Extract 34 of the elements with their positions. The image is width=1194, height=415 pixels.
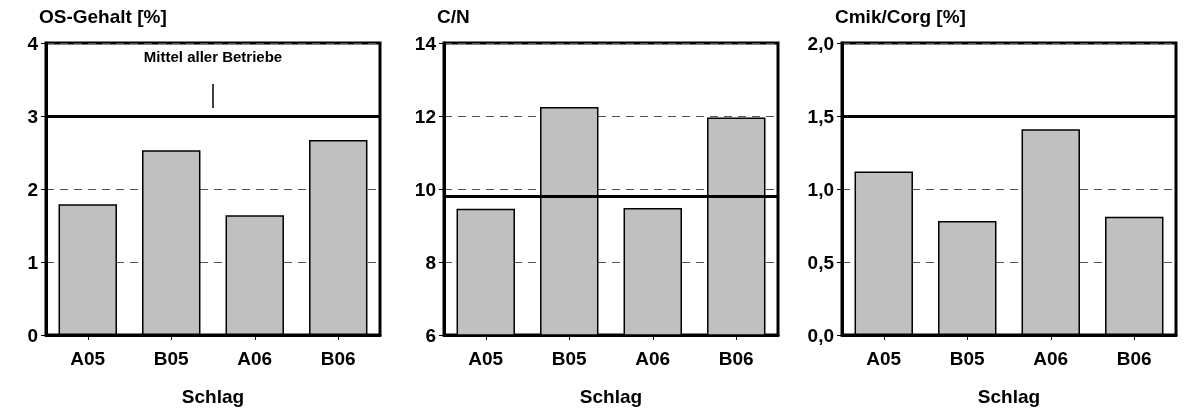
x-axis-title: Schlag — [181, 386, 245, 407]
x-tick-label: B06 — [320, 348, 356, 369]
y-tick-label: 3 — [27, 105, 38, 127]
x-tick-label: A05 — [70, 348, 106, 369]
x-tick-label: A06 — [237, 348, 273, 369]
y-tick-label: 1 — [27, 251, 39, 273]
y-tick-label: 1,5 — [807, 105, 835, 127]
y-tick-label: 0,0 — [807, 324, 834, 346]
y-tick-label: 12 — [414, 105, 436, 127]
x-tick-label: B06 — [1116, 348, 1152, 369]
x-tick-label: B06 — [718, 348, 754, 369]
y-tick-label: 2 — [27, 178, 38, 200]
x-tick-label: B05 — [551, 348, 588, 369]
ref-line-label: Mittel aller Betriebe — [143, 48, 283, 65]
x-axis-title: Schlag — [579, 386, 643, 407]
y-tick-label: 8 — [425, 251, 436, 273]
x-tick-label: A06 — [635, 348, 671, 369]
y-tick-label: 2,0 — [807, 32, 834, 54]
x-axis-title: Schlag — [977, 386, 1041, 407]
x-tick-label: B05 — [949, 348, 986, 369]
y-tick-label: 10 — [414, 178, 436, 200]
x-tick-label: A05 — [866, 348, 902, 369]
x-tick-label: A05 — [468, 348, 504, 369]
y-tick-label: 0 — [27, 324, 38, 346]
y-tick-label: 0,5 — [807, 251, 835, 273]
y-tick-label: 6 — [425, 324, 436, 346]
y-tick-label: 1,0 — [807, 178, 834, 200]
x-tick-label: A06 — [1033, 348, 1069, 369]
chart-title: C/N — [437, 6, 470, 27]
y-tick-label: 4 — [27, 32, 39, 54]
chart-title: Cmik/Corg [%] — [835, 6, 966, 27]
y-tick-label: 14 — [414, 32, 437, 54]
x-tick-label: B05 — [153, 348, 190, 369]
chart-title: OS-Gehalt [%] — [39, 6, 167, 27]
